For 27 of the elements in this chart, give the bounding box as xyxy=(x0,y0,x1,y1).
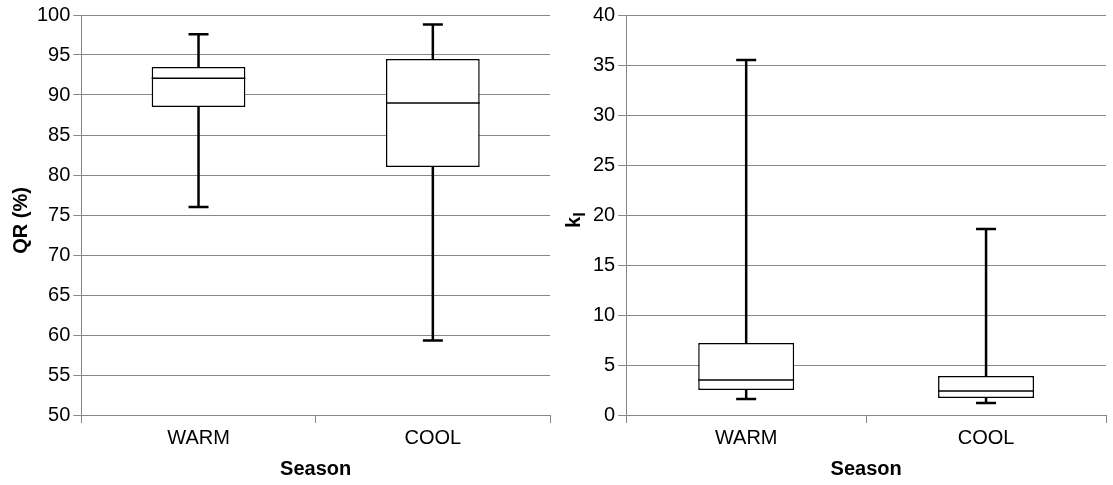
y-tick-label: 100 xyxy=(36,2,71,25)
y-tick-label: 95 xyxy=(48,42,71,65)
y-tick-label: 55 xyxy=(48,362,71,385)
y-tick-label: 25 xyxy=(593,152,616,175)
y-tick-label: 35 xyxy=(593,52,616,75)
y-tick-label: 40 xyxy=(593,2,616,25)
y-tick-label: 50 xyxy=(48,402,71,425)
y-tick-label: 0 xyxy=(604,402,616,425)
x-axis-title: Season xyxy=(280,456,352,479)
y-tick-label: 60 xyxy=(48,322,71,345)
y-axis-title: QR (%) xyxy=(8,186,32,254)
y-tick-label: 65 xyxy=(48,282,71,305)
y-tick-label: 20 xyxy=(593,202,616,225)
x-tick-label: COOL xyxy=(957,425,1015,448)
y-tick-label: 70 xyxy=(48,242,71,265)
y-tick-label: 10 xyxy=(593,302,616,325)
x-axis-title: Season xyxy=(830,456,902,479)
x-tick-label: COOL xyxy=(404,425,462,448)
y-tick-label: 30 xyxy=(593,102,616,125)
y-tick-label: 5 xyxy=(604,352,616,375)
y-tick-label: 15 xyxy=(593,252,616,275)
y-tick-label: 80 xyxy=(48,162,71,185)
x-tick-label: WARM xyxy=(714,425,778,448)
y-tick-label: 85 xyxy=(48,122,71,145)
y-tick-label: 90 xyxy=(48,82,71,105)
x-tick-label: WARM xyxy=(167,425,230,448)
y-tick-label: 75 xyxy=(48,202,71,225)
